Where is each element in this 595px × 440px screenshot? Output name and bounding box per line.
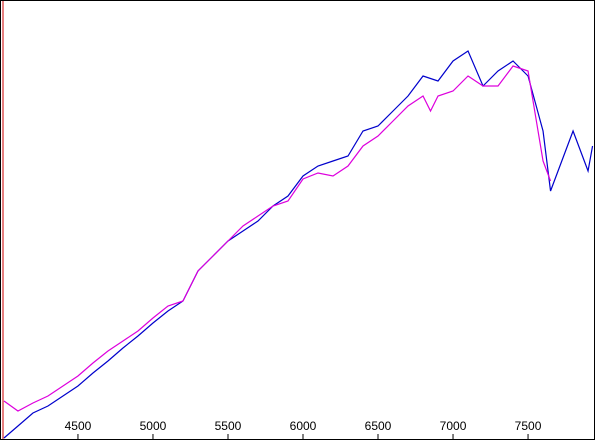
x-tick-label: 7000 xyxy=(440,419,467,433)
x-tick-label: 7500 xyxy=(515,419,542,433)
series-line xyxy=(3,50,594,439)
x-tick-label: 6000 xyxy=(290,419,317,433)
series-line xyxy=(3,65,552,412)
x-tick-label: 4500 xyxy=(65,419,92,433)
x-tick-label: 5500 xyxy=(215,419,242,433)
x-tick-label: 6500 xyxy=(365,419,392,433)
x-tick-label: 5000 xyxy=(140,419,167,433)
